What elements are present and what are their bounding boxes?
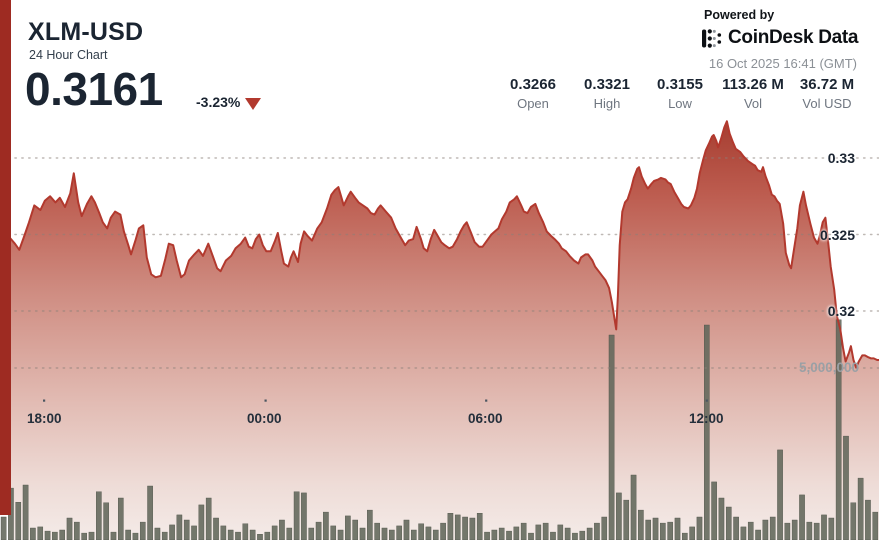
y-tick-volume: 5,000,000 <box>798 360 859 375</box>
gridlines <box>7 157 879 369</box>
left-accent-bar <box>0 0 11 515</box>
x-tick-12-00: 12:00 <box>689 411 724 426</box>
x-axis-tick-dots <box>43 399 708 402</box>
stat-high: 0.3321 High <box>584 76 630 111</box>
stat-volume: 113.26 M Vol <box>722 76 784 111</box>
coindesk-data-logo: CoinDesk Data <box>702 27 859 49</box>
price-area-fill <box>9 121 879 540</box>
volume-label: Vol <box>743 96 763 111</box>
powered-by-label: Powered by <box>704 8 775 22</box>
volume-value: 113.26 M <box>722 76 784 93</box>
volume-usd-value: 36.72 M <box>799 76 855 93</box>
open-value: 0.3266 <box>510 76 556 93</box>
price-change-pct: -3.23% <box>196 94 241 110</box>
brand-name: CoinDesk Data <box>728 27 859 48</box>
high-label: High <box>593 96 621 111</box>
y-tick-0-325: 0.325 <box>819 227 855 243</box>
stat-volume-usd: 36.72 M Vol USD <box>800 76 854 111</box>
volume-usd-label: Vol USD <box>802 96 852 111</box>
y-tick-0-33: 0.33 <box>827 150 855 166</box>
open-label: Open <box>517 96 549 111</box>
x-tick-00-00: 00:00 <box>247 411 282 426</box>
current-price: 0.3161 <box>25 63 163 115</box>
x-tick-18-00: 18:00 <box>27 411 62 426</box>
price-down-triangle-icon <box>245 98 261 110</box>
coindesk-logo-icon <box>702 28 722 48</box>
chart-subtitle: 24 Hour Chart <box>29 48 108 62</box>
volume-bars <box>0 319 879 540</box>
stat-open: 0.3266 Open <box>510 76 556 111</box>
y-tick-0-32: 0.32 <box>827 303 855 319</box>
instrument-symbol: XLM-USD <box>28 18 144 46</box>
chart-timestamp: 16 Oct 2025 16:41 (GMT) <box>708 56 857 71</box>
low-label: Low <box>668 96 692 111</box>
stat-low: 0.3155 Low <box>657 76 703 111</box>
price-line <box>8 120 879 369</box>
low-value: 0.3155 <box>657 76 703 93</box>
x-tick-06-00: 06:00 <box>468 411 503 426</box>
high-value: 0.3321 <box>584 76 630 93</box>
